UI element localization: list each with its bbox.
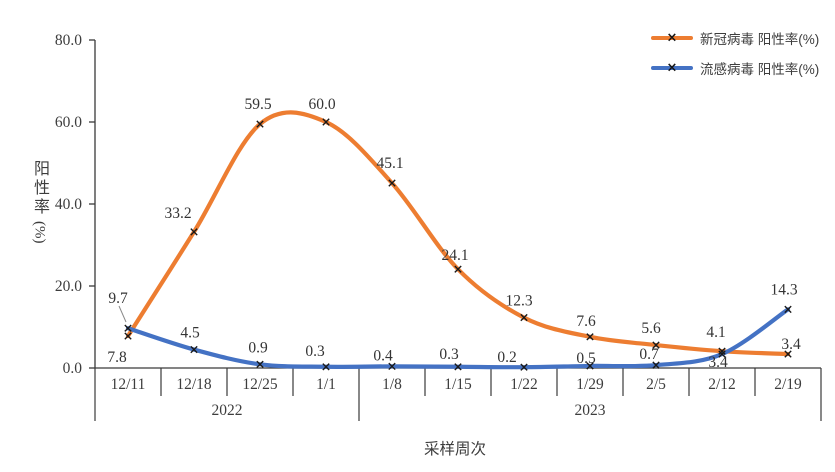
data-value-label: 3.4	[708, 354, 728, 371]
data-value-label: 59.5	[244, 96, 271, 113]
data-point-marker	[388, 179, 396, 187]
data-value-label: 0.2	[497, 349, 516, 366]
data-point-marker	[124, 332, 132, 340]
data-point-marker	[520, 313, 528, 322]
data-point-marker	[322, 118, 330, 126]
data-point-marker	[586, 362, 594, 370]
data-point-marker	[454, 265, 462, 273]
data-value-label: 24.1	[441, 247, 468, 264]
covid-series-line	[125, 110, 791, 357]
legend: × 新冠病毒 阳性率(%) × 流感病毒 阳性率(%)	[651, 27, 819, 78]
data-value-label: 14.3	[770, 281, 797, 298]
x-category-label: 1/8	[382, 376, 402, 393]
data-value-label: 0.4	[373, 347, 393, 364]
data-point-marker	[784, 305, 792, 314]
data-value-label: 60.0	[308, 96, 335, 113]
data-value-label: 7.8	[107, 349, 127, 366]
data-value-label: 0.7	[639, 346, 659, 363]
data-value-label: 0.5	[576, 350, 596, 367]
x-category-label: 2/19	[774, 376, 802, 393]
y-axis-title-text: 阳性率	[31, 160, 48, 217]
flu-legend-label: 流感病毒 阳性率(%)	[700, 61, 820, 77]
data-point-marker	[520, 363, 528, 371]
data-value-label: 7.6	[576, 313, 596, 330]
legend-item-covid: × 新冠病毒 阳性率(%)	[651, 27, 819, 48]
data-point-marker	[190, 228, 198, 236]
data-value-label: 4.1	[706, 324, 725, 341]
data-point-marker	[784, 350, 792, 358]
x-category-label: 1/1	[316, 376, 336, 393]
label-leader-line	[118, 305, 127, 323]
data-point-marker	[256, 120, 264, 128]
x-axis-title: 采样周次	[423, 441, 486, 458]
covid-legend-label: 新冠病毒 阳性率(%)	[700, 31, 820, 47]
y-axis-unit-text: (%)	[31, 221, 48, 244]
y-tick-label: 60.0	[55, 114, 82, 131]
x-category-label: 12/25	[242, 376, 278, 393]
data-point-marker	[586, 333, 594, 341]
data-point-marker	[454, 363, 462, 371]
x-category-label: 12/18	[176, 376, 212, 393]
data-point-marker	[322, 363, 330, 371]
data-value-label: 3.4	[781, 336, 801, 353]
data-point-marker	[652, 341, 660, 349]
y-tick-label: 80.0	[55, 32, 82, 49]
x-category-label: 1/22	[510, 376, 538, 393]
data-value-label: 0.3	[305, 343, 325, 360]
data-value-label: 5.6	[641, 320, 661, 337]
y-axis-title: 阳性率 (%)	[27, 160, 51, 244]
y-tick-label: 40.0	[55, 196, 82, 213]
y-tick-label: 0.0	[63, 360, 83, 377]
data-value-label: 45.1	[376, 155, 403, 172]
data-point-marker	[256, 360, 264, 369]
year-label: 2022	[212, 402, 243, 419]
x-category-label: 12/11	[111, 376, 146, 393]
year-label: 2023	[575, 402, 606, 419]
legend-item-flu: × 流感病毒 阳性率(%)	[651, 57, 819, 78]
x-marker-icon: ×	[666, 30, 678, 45]
x-marker-icon: ×	[666, 60, 678, 75]
data-point-marker	[718, 350, 726, 358]
data-value-label: 4.5	[180, 325, 200, 342]
data-point-marker	[124, 324, 132, 332]
covid-legend-line: ×	[651, 31, 693, 44]
flu-legend-line: ×	[651, 61, 693, 74]
x-category-label: 2/12	[708, 376, 736, 393]
data-value-label: 9.7	[108, 290, 128, 307]
data-point-marker	[190, 345, 198, 354]
x-category-label: 1/29	[576, 376, 604, 393]
data-value-label: 33.2	[164, 205, 191, 222]
data-value-label: 0.9	[248, 339, 268, 356]
data-value-label: 0.3	[439, 346, 459, 363]
data-point-marker	[718, 347, 726, 355]
data-point-marker	[652, 361, 660, 369]
data-value-label: 12.3	[505, 293, 532, 310]
x-category-label: 1/15	[444, 376, 472, 393]
x-category-label: 2/5	[646, 376, 666, 393]
data-point-marker	[388, 362, 396, 371]
y-tick-label: 20.0	[55, 278, 82, 295]
